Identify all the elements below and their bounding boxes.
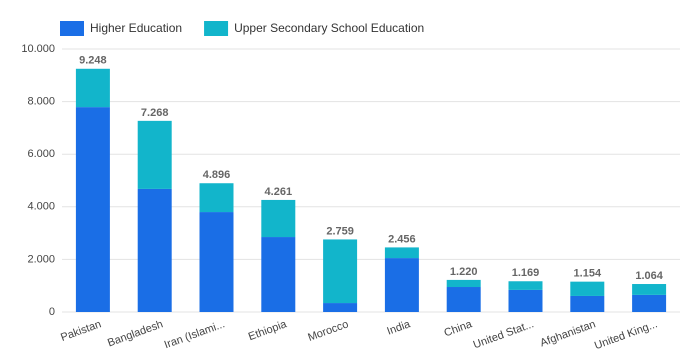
total-label: 1.169 [512, 267, 540, 279]
bar-segment [384, 258, 419, 312]
total-label: 2.759 [326, 225, 354, 237]
y-tick-label: 8.000 [27, 96, 55, 108]
x-tick-label: Bangladesh [106, 318, 165, 349]
y-tick-label: 10.000 [21, 43, 55, 55]
bar-segment [323, 303, 358, 312]
bar-segment [508, 289, 543, 312]
bar-segment [323, 239, 358, 304]
y-tick-label: 4.000 [27, 201, 55, 213]
x-tick-label: United King... [593, 318, 659, 352]
bar-segment [137, 120, 172, 189]
legend-label: Upper Secondary School Education [234, 21, 424, 35]
total-label: 1.064 [635, 270, 663, 282]
bar-segment [384, 247, 419, 259]
x-tick-label: Morocco [306, 318, 350, 344]
x-tick-label: Afghanistan [539, 318, 598, 349]
y-tick-label: 0 [49, 306, 55, 318]
legend-swatch [60, 21, 84, 36]
bar-segment [199, 212, 234, 312]
total-label: 1.220 [450, 266, 478, 278]
total-label: 1.154 [574, 268, 602, 280]
x-tick-label: Pakistan [59, 318, 103, 344]
y-tick-label: 6.000 [27, 148, 55, 160]
total-label: 2.456 [388, 233, 416, 245]
bar-segment [199, 183, 234, 213]
x-tick-label: China [443, 318, 475, 339]
legend-swatch [204, 21, 229, 36]
bar-segment [508, 281, 543, 290]
bar-segment [570, 281, 605, 296]
bar-segment [137, 188, 172, 312]
y-tick-label: 2.000 [27, 253, 55, 265]
bar-segment [75, 68, 110, 108]
bar-segment [446, 287, 481, 312]
bar-segment [632, 294, 667, 312]
total-label: 9.248 [79, 55, 107, 67]
total-label: 4.896 [203, 169, 231, 181]
x-tick-label: Iran (Islami... [163, 318, 227, 351]
bar-segment [75, 107, 110, 312]
bar-segment [632, 284, 667, 295]
x-tick-label: United Stat... [472, 318, 536, 351]
total-label: 4.261 [265, 186, 293, 198]
total-label: 7.268 [141, 107, 169, 119]
bar-segment [261, 237, 296, 312]
x-tick-label: India [385, 318, 412, 338]
bar-segment [570, 295, 605, 312]
bar-segment [446, 279, 481, 288]
bar-segment [261, 199, 296, 238]
x-tick-label: Ethiopia [247, 318, 289, 343]
legend-label: Higher Education [90, 21, 182, 35]
